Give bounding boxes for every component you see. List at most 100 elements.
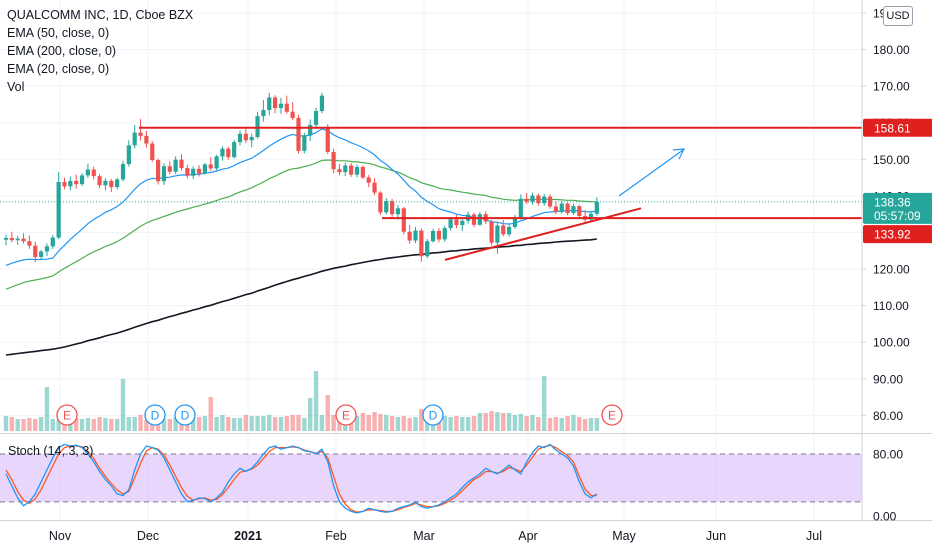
candle-body	[214, 156, 219, 169]
price-tick-label: 100.00	[873, 336, 910, 350]
candle-body	[559, 203, 564, 212]
candle-body	[144, 135, 149, 144]
volume-bar	[325, 395, 330, 431]
ema20-line	[5, 128, 597, 266]
volume-bar	[226, 417, 231, 431]
forecast-arrow	[618, 149, 684, 197]
vol-legend[interactable]: Vol	[7, 80, 25, 94]
candle-body	[185, 168, 190, 176]
candles[interactable]	[3, 92, 599, 263]
volume-bar	[255, 416, 260, 431]
candle-body	[507, 226, 512, 235]
candle-body	[430, 230, 436, 242]
current-price-text: 138.36	[874, 195, 911, 209]
ema200-legend[interactable]: EMA (200, close, 0)	[7, 44, 117, 58]
volume-bar	[3, 416, 9, 431]
candle-body	[226, 148, 231, 158]
candle-body	[319, 95, 324, 112]
symbol-title[interactable]: QUALCOMM INC, 1D, Cboe BZX	[7, 8, 194, 22]
candle-body	[220, 148, 225, 157]
candle-body	[594, 201, 599, 214]
event-marker: E	[335, 404, 357, 426]
candle-body	[366, 177, 371, 183]
candle-body	[313, 111, 319, 125]
candle-body	[68, 180, 73, 187]
drawing-annotations[interactable]	[0, 126, 862, 261]
volume-bar	[378, 414, 383, 431]
candle-body	[3, 237, 9, 240]
currency-button[interactable]: USD	[883, 6, 913, 26]
time-tick-label: Feb	[325, 529, 347, 543]
volume-bar	[559, 418, 564, 431]
ema20-legend[interactable]: EMA (20, close, 0)	[7, 62, 110, 76]
volume-bar	[354, 416, 360, 431]
volume-bar	[179, 420, 184, 431]
candle-body	[401, 208, 406, 232]
candle-body	[325, 128, 330, 152]
price-tick-label: 80.00	[873, 409, 903, 423]
candle-body	[512, 217, 518, 227]
volume-bar	[196, 417, 202, 431]
candle-body	[331, 151, 336, 170]
candle-body	[360, 166, 365, 178]
volume-bar	[126, 417, 132, 431]
ema50-line	[5, 159, 597, 290]
volume-bar	[448, 417, 453, 431]
volume-bar	[331, 415, 336, 431]
candle-body	[79, 175, 85, 185]
candle-body	[577, 206, 582, 216]
volume-bar	[85, 418, 91, 431]
axes: 190.00180.00170.00160.00150.00140.00130.…	[0, 0, 932, 543]
support-badge-bg	[863, 225, 932, 244]
candle-body	[536, 195, 541, 204]
candle-body	[243, 133, 248, 141]
price-tick-label: 120.00	[873, 263, 910, 277]
candle-body	[278, 103, 284, 109]
volume-bar	[237, 418, 243, 431]
volume-bar	[530, 415, 535, 431]
volume-bar	[290, 415, 295, 431]
candle-body	[471, 214, 477, 225]
candle-body	[74, 180, 79, 185]
volume-bar	[167, 419, 172, 431]
candle-body	[39, 251, 44, 257]
event-marker-label: E	[63, 409, 71, 423]
price-tick-label: 90.00	[873, 372, 903, 386]
volume-bar	[389, 416, 395, 431]
volume-bar	[506, 413, 512, 431]
volume-bar	[132, 417, 137, 431]
event-marker: E	[56, 404, 78, 426]
volume-bar	[272, 417, 278, 431]
event-marker-label: E	[342, 409, 350, 423]
volume-bar	[27, 418, 32, 431]
volume-bar	[372, 412, 377, 431]
volume-bar	[120, 379, 126, 431]
volume-bar	[419, 409, 424, 431]
event-marker-label: E	[608, 409, 616, 423]
candle-body	[196, 168, 202, 174]
current-price-badge-bg	[863, 192, 932, 224]
candle-body	[62, 181, 67, 187]
volume-bar	[56, 419, 61, 431]
candle-body	[103, 180, 108, 186]
volume-bar	[214, 417, 219, 431]
volume-bar	[401, 416, 406, 431]
candle-body	[132, 132, 137, 146]
candle-body	[126, 145, 131, 165]
volume-bar	[384, 415, 389, 431]
candle-body	[308, 124, 313, 136]
resistance-badge-text: 158.61	[874, 121, 911, 135]
ema50-legend[interactable]: EMA (50, close, 0)	[7, 26, 110, 40]
volume-bar	[571, 415, 576, 431]
candle-body	[33, 245, 38, 257]
candle-body	[44, 246, 50, 252]
stoch-legend[interactable]: Stoch (14, 3, 3)	[8, 444, 94, 458]
volume-bar	[202, 416, 208, 431]
candle-body	[337, 169, 342, 173]
event-marker-circle	[144, 404, 166, 426]
candle-body	[150, 143, 155, 161]
volume-bar	[366, 415, 371, 431]
